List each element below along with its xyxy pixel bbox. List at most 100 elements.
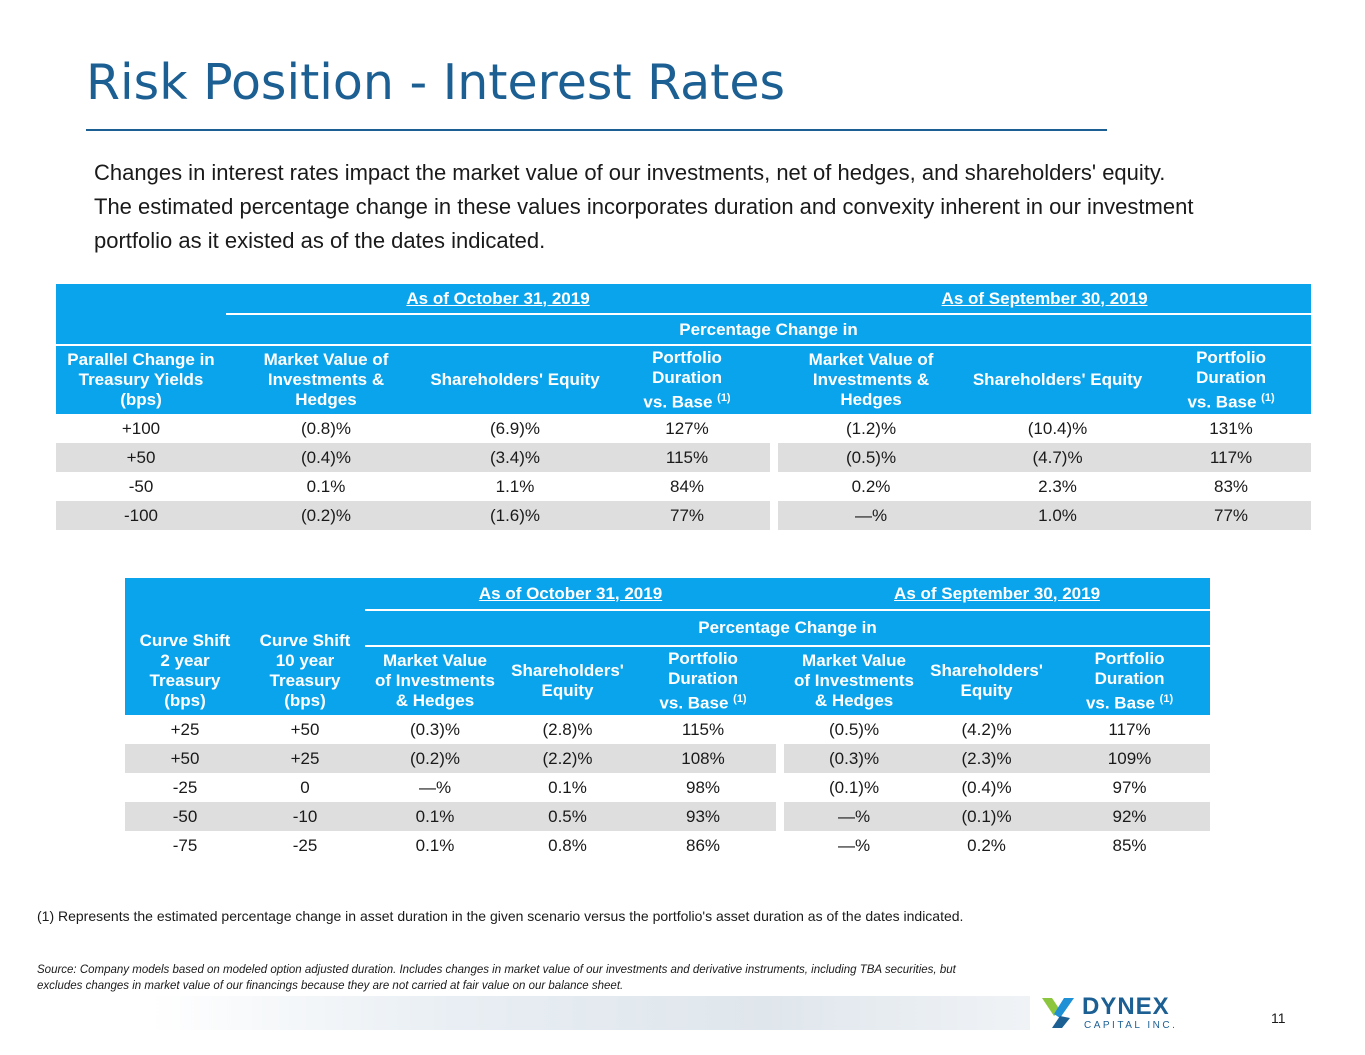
- intro-paragraph: Changes in interest rates impact the mar…: [94, 160, 1194, 253]
- table-cell: (0.5)%: [828, 719, 880, 739]
- date-header-sep: As of September 30, 2019: [784, 578, 1211, 610]
- table-cell: (0.2)%: [226, 501, 426, 530]
- page-number: 11: [1271, 1010, 1286, 1026]
- table-cell: -50: [128, 476, 154, 496]
- table-cell: 115%: [681, 719, 725, 739]
- table-cell: —%: [784, 802, 925, 831]
- table-cell: (2.8)%: [542, 719, 593, 739]
- table-cell: +25: [170, 719, 200, 739]
- table-cell: 115%: [604, 443, 771, 472]
- table-cell: -50: [125, 802, 245, 831]
- table-cell: +50: [290, 719, 320, 739]
- column-header-equity: Shareholders' Equity: [924, 646, 1050, 715]
- table-cell: -10: [245, 802, 365, 831]
- table-cell: 1.0%: [964, 501, 1152, 530]
- table-cell: 0.8%: [548, 835, 587, 855]
- table-row: -25 0 —% 0.1% 98% (0.1)% (0.4)% 97%: [125, 773, 1210, 802]
- table-row: -50 -10 0.1% 0.5% 93% —% (0.1)% 92%: [125, 802, 1211, 831]
- spacer-cell: [776, 773, 785, 802]
- column-header-market-value: Market Value of Investments & Hedges: [778, 345, 965, 414]
- table-cell: 0.1%: [548, 777, 587, 797]
- table-cell: (2.2)%: [505, 744, 630, 773]
- table-cell: 77%: [604, 501, 771, 530]
- table-cell: 0.1%: [306, 476, 346, 496]
- table-cell: (0.2)%: [365, 744, 505, 773]
- table-cell: 117%: [1108, 719, 1151, 739]
- table-row: +25 +50 (0.3)% (2.8)% 115% (0.5)% (4.2)% 117%: [125, 715, 1210, 744]
- table-cell: 92%: [1049, 802, 1211, 831]
- table-cell: 83%: [1214, 476, 1249, 496]
- spacer-cell: [776, 744, 785, 773]
- table-cell: —%: [778, 501, 965, 530]
- title-divider: [86, 129, 1107, 131]
- spacer-cell: [770, 501, 779, 530]
- table-cell: (2.3)%: [924, 744, 1050, 773]
- table-cell: 0.1%: [415, 835, 455, 855]
- table-cell: 131%: [1209, 418, 1253, 438]
- table-cell: (0.5)%: [778, 443, 965, 472]
- column-header-shift-10yr: Curve Shift 10 year Treasury (bps): [245, 578, 365, 715]
- date-header-oct: As of October 31, 2019: [365, 578, 777, 610]
- table-cell: (1.2)%: [845, 418, 897, 438]
- table-cell: 0.5%: [505, 802, 630, 831]
- percentage-change-header: Percentage Change in: [365, 609, 1211, 647]
- table-cell: +50: [125, 744, 245, 773]
- blank-header: [56, 284, 226, 345]
- table-cell: +100: [121, 418, 161, 438]
- footnote: (1) Represents the estimated percentage …: [37, 908, 964, 924]
- table-cell: 1.1%: [495, 476, 535, 496]
- table-cell: -25: [172, 777, 198, 797]
- table-cell: (0.1)%: [924, 802, 1050, 831]
- column-header-equity: Shareholders' Equity: [964, 345, 1152, 414]
- spacer-cell: [776, 802, 785, 831]
- column-header-market-value: Market Value of Investments & Hedges: [226, 345, 426, 414]
- percentage-change-header: Percentage Change in: [226, 313, 1312, 345]
- table-cell: 97%: [1112, 777, 1147, 797]
- column-header-equity: Shareholders' Equity: [505, 646, 630, 715]
- table-cell: (0.4)%: [226, 443, 426, 472]
- table-cell: 93%: [630, 802, 777, 831]
- column-header-duration: Portfolio Duration vs. Base (1): [1049, 646, 1211, 715]
- table-cell: (0.8)%: [300, 418, 352, 438]
- column-header-duration: Portfolio Duration vs. Base (1): [1151, 345, 1312, 414]
- table-cell: 108%: [630, 744, 777, 773]
- table-cell: (4.7)%: [964, 443, 1152, 472]
- page-title: Risk Position - Interest Rates: [86, 54, 786, 111]
- table-cell: -100: [56, 501, 226, 530]
- table-cell: 0.2%: [967, 835, 1006, 855]
- table-row: -100 (0.2)% (1.6)% 77% —% 1.0% 77%: [56, 501, 1312, 530]
- table-cell: 77%: [1151, 501, 1312, 530]
- date-header-oct: As of October 31, 2019: [226, 284, 771, 314]
- table-cell: (0.3)%: [409, 719, 461, 739]
- column-header-shift: Parallel Change in Treasury Yields (bps): [56, 345, 226, 414]
- curve-shift-table: Curve Shift 2 year Treasury (bps) Curve Shi…: [125, 578, 1211, 860]
- spacer-cell: [776, 831, 785, 860]
- dynex-logo-icon: [1042, 998, 1074, 1028]
- table-cell: -25: [292, 835, 318, 855]
- spacer-cell: [770, 345, 779, 414]
- table-cell: +25: [245, 744, 365, 773]
- spacer-cell: [776, 646, 785, 715]
- table-cell: (4.2)%: [961, 719, 1012, 739]
- table-cell: 109%: [1049, 744, 1211, 773]
- column-header-market-value: Market Value of Investments & Hedges: [365, 646, 505, 715]
- company-logo: DYNEX CAPITAL INC.: [1040, 993, 1180, 1032]
- spacer-cell: [770, 472, 779, 501]
- logo-subtitle: CAPITAL INC.: [1084, 1020, 1178, 1031]
- table-row: +100 (0.8)% (6.9)% 127% (1.2)% (10.4)% 131%: [56, 414, 1311, 443]
- spacer-cell: [776, 715, 785, 744]
- table-cell: (0.3)%: [784, 744, 925, 773]
- date-header-sep: As of September 30, 2019: [778, 284, 1312, 314]
- table-cell: 0: [300, 777, 310, 797]
- table-cell: 98%: [686, 777, 721, 797]
- table-cell: 117%: [1151, 443, 1312, 472]
- column-header-equity: Shareholders' Equity: [426, 345, 604, 414]
- table-cell: 85%: [1112, 835, 1147, 855]
- table-cell: (10.4)%: [1027, 418, 1088, 438]
- column-header-duration: Portfolio Duration vs. Base (1): [630, 646, 777, 715]
- table-cell: (0.4)%: [961, 777, 1012, 797]
- table-cell: 0.2%: [851, 476, 891, 496]
- table-cell: —%: [837, 835, 871, 855]
- logo-wordmark: DYNEX: [1082, 993, 1170, 1020]
- source-note: Source: Company models based on modeled …: [37, 964, 956, 992]
